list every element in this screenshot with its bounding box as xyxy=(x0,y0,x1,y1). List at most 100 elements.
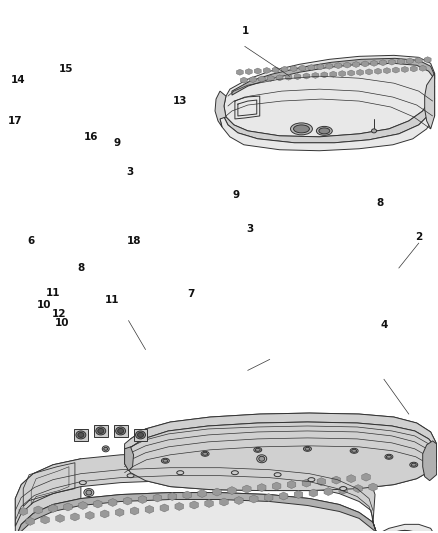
Text: 11: 11 xyxy=(105,295,120,305)
Polygon shape xyxy=(198,490,206,497)
Ellipse shape xyxy=(386,455,392,458)
Polygon shape xyxy=(425,73,434,129)
Polygon shape xyxy=(160,504,169,512)
Ellipse shape xyxy=(308,478,315,482)
Ellipse shape xyxy=(259,456,265,461)
Text: 8: 8 xyxy=(376,198,384,208)
Polygon shape xyxy=(108,498,117,506)
Polygon shape xyxy=(369,483,377,491)
Polygon shape xyxy=(362,61,368,67)
Ellipse shape xyxy=(231,471,238,475)
Text: 17: 17 xyxy=(8,116,23,126)
Ellipse shape xyxy=(371,129,377,133)
Polygon shape xyxy=(15,453,377,533)
Polygon shape xyxy=(124,413,437,449)
Polygon shape xyxy=(26,518,35,526)
Ellipse shape xyxy=(84,489,94,497)
Polygon shape xyxy=(348,70,355,76)
Polygon shape xyxy=(389,59,396,65)
Polygon shape xyxy=(138,496,147,504)
Ellipse shape xyxy=(293,125,309,133)
Polygon shape xyxy=(265,494,273,502)
Polygon shape xyxy=(190,501,198,509)
Polygon shape xyxy=(281,66,288,72)
Polygon shape xyxy=(406,58,413,64)
Polygon shape xyxy=(317,478,325,486)
Polygon shape xyxy=(272,67,279,73)
Text: 3: 3 xyxy=(246,224,253,235)
Polygon shape xyxy=(317,64,324,70)
Polygon shape xyxy=(237,69,243,75)
Ellipse shape xyxy=(177,471,184,475)
Polygon shape xyxy=(294,490,303,498)
Polygon shape xyxy=(374,68,381,74)
Polygon shape xyxy=(303,73,310,79)
Polygon shape xyxy=(224,86,434,143)
Text: 11: 11 xyxy=(46,288,60,298)
Ellipse shape xyxy=(161,458,170,463)
Polygon shape xyxy=(56,514,64,522)
Polygon shape xyxy=(224,55,434,137)
Polygon shape xyxy=(424,56,431,63)
Polygon shape xyxy=(287,481,296,489)
Polygon shape xyxy=(74,429,88,441)
Polygon shape xyxy=(249,77,256,83)
Ellipse shape xyxy=(411,463,416,466)
Polygon shape xyxy=(153,494,162,502)
Ellipse shape xyxy=(257,455,267,463)
Polygon shape xyxy=(285,74,292,80)
Polygon shape xyxy=(290,66,297,71)
Ellipse shape xyxy=(79,481,86,484)
Polygon shape xyxy=(339,486,347,494)
Polygon shape xyxy=(71,513,79,521)
Ellipse shape xyxy=(255,448,260,451)
Polygon shape xyxy=(366,524,437,533)
Polygon shape xyxy=(279,492,288,500)
Text: 4: 4 xyxy=(381,320,388,330)
Text: 9: 9 xyxy=(113,138,120,148)
Ellipse shape xyxy=(274,473,281,477)
Polygon shape xyxy=(175,503,184,511)
Polygon shape xyxy=(332,476,341,484)
Polygon shape xyxy=(94,425,108,437)
Ellipse shape xyxy=(305,447,310,450)
Polygon shape xyxy=(213,488,221,496)
Ellipse shape xyxy=(352,449,357,453)
Polygon shape xyxy=(419,65,426,71)
Polygon shape xyxy=(254,68,261,74)
Polygon shape xyxy=(124,413,437,490)
Text: 18: 18 xyxy=(127,236,141,246)
Polygon shape xyxy=(326,63,333,69)
Ellipse shape xyxy=(340,487,347,490)
Ellipse shape xyxy=(290,123,312,135)
Polygon shape xyxy=(41,516,49,524)
Polygon shape xyxy=(308,64,315,70)
Polygon shape xyxy=(235,497,243,504)
Ellipse shape xyxy=(410,462,418,467)
Polygon shape xyxy=(245,69,252,75)
Ellipse shape xyxy=(203,453,208,455)
Polygon shape xyxy=(339,71,346,77)
Polygon shape xyxy=(371,60,378,66)
Polygon shape xyxy=(324,488,332,496)
Ellipse shape xyxy=(118,429,124,433)
Polygon shape xyxy=(299,65,306,71)
Polygon shape xyxy=(100,510,109,518)
Ellipse shape xyxy=(127,474,134,478)
Polygon shape xyxy=(168,492,177,500)
Polygon shape xyxy=(302,479,311,487)
Polygon shape xyxy=(272,482,281,490)
Text: 13: 13 xyxy=(173,96,187,106)
Polygon shape xyxy=(335,63,342,69)
Ellipse shape xyxy=(385,454,393,459)
Polygon shape xyxy=(15,492,377,533)
Polygon shape xyxy=(250,495,258,503)
Polygon shape xyxy=(130,507,139,515)
Ellipse shape xyxy=(254,447,262,453)
Polygon shape xyxy=(410,66,417,72)
Polygon shape xyxy=(330,71,337,77)
Ellipse shape xyxy=(163,459,168,462)
Polygon shape xyxy=(384,68,390,74)
Polygon shape xyxy=(392,67,399,73)
Polygon shape xyxy=(258,76,265,82)
